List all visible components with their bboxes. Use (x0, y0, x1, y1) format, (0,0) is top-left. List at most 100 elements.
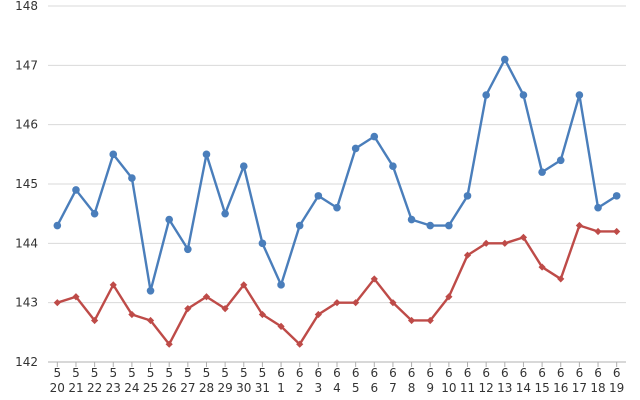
x-tick-label-day: 25 (143, 381, 158, 395)
x-tick-label-month: 6 (520, 366, 528, 380)
data-point (221, 209, 229, 218)
x-tick-label-month: 6 (296, 366, 304, 380)
data-point (72, 293, 80, 301)
data-point (90, 209, 99, 218)
x-tick-label-day: 23 (106, 381, 121, 395)
data-point (109, 150, 118, 159)
data-point (538, 263, 546, 271)
x-axis: 5205215225235245255265275285295305316162… (48, 361, 626, 395)
data-point (389, 299, 397, 307)
data-point (482, 239, 490, 247)
x-tick-label-day: 28 (199, 381, 214, 395)
data-point (53, 221, 62, 230)
data-point (557, 275, 565, 283)
data-point (277, 281, 285, 289)
series-1 (53, 55, 621, 295)
y-tick-label: 148 (15, 0, 38, 13)
x-tick-label-day: 11 (460, 381, 475, 395)
data-point (370, 275, 378, 283)
data-point (165, 340, 173, 348)
data-point (295, 221, 304, 230)
x-tick-label-month: 6 (408, 366, 416, 380)
x-tick-label-day: 14 (516, 381, 531, 395)
x-tick-label-day: 27 (180, 381, 195, 395)
x-tick-label-day: 9 (426, 381, 434, 395)
data-point (314, 192, 323, 200)
data-point (594, 203, 602, 212)
x-tick-label-day: 10 (441, 381, 456, 395)
x-tick-label-month: 6 (501, 366, 509, 380)
x-tick-label-day: 18 (590, 381, 605, 395)
data-point (556, 156, 565, 165)
series-2 (53, 221, 621, 348)
data-point (575, 91, 584, 99)
y-tick-label: 142 (15, 355, 38, 369)
y-tick-label: 144 (15, 236, 38, 250)
data-point (426, 221, 435, 230)
data-point (91, 316, 99, 325)
x-tick-label-month: 5 (128, 366, 136, 380)
data-point (202, 150, 211, 159)
x-tick-label-day: 7 (389, 381, 397, 395)
x-tick-label-day: 13 (497, 381, 512, 395)
x-tick-label-month: 5 (109, 366, 117, 380)
x-tick-label-month: 6 (445, 366, 453, 380)
data-point (146, 287, 155, 295)
data-point (612, 192, 621, 200)
x-tick-label-month: 6 (389, 366, 397, 380)
data-point (594, 227, 602, 236)
x-tick-label-month: 5 (54, 366, 62, 380)
data-point (426, 316, 434, 325)
data-point (519, 233, 528, 241)
data-point (333, 203, 341, 212)
data-point (501, 55, 509, 64)
data-point (445, 293, 453, 301)
data-point (519, 91, 528, 99)
x-tick-label-day: 22 (87, 381, 102, 395)
data-point (109, 281, 117, 289)
data-point (463, 251, 472, 259)
x-tick-label-month: 5 (91, 366, 99, 380)
x-tick-label-month: 5 (240, 366, 248, 380)
data-point (240, 281, 248, 289)
y-tick-label: 143 (15, 296, 38, 310)
x-tick-label-day: 15 (534, 381, 549, 395)
data-point (351, 144, 360, 153)
x-tick-label-month: 5 (259, 366, 267, 380)
x-tick-label-day: 24 (124, 381, 139, 395)
data-point (184, 305, 192, 313)
x-tick-label-month: 6 (277, 366, 285, 380)
data-point (184, 245, 192, 254)
data-point (221, 305, 229, 313)
data-point (389, 162, 397, 170)
x-tick-label-day: 20 (50, 381, 65, 395)
data-point (501, 239, 509, 247)
x-tick-label-day: 12 (479, 381, 494, 395)
series-layer (53, 55, 621, 348)
x-tick-label-day: 30 (236, 381, 251, 395)
data-point (463, 192, 472, 200)
x-tick-label-month: 6 (315, 366, 323, 380)
data-point (407, 316, 416, 325)
data-point (72, 186, 80, 194)
x-tick-label-month: 6 (464, 366, 472, 380)
x-tick-label-month: 6 (352, 366, 360, 380)
data-point (277, 322, 285, 330)
data-point (128, 310, 136, 319)
series-line (56, 58, 618, 292)
x-tick-label-month: 6 (576, 366, 584, 380)
x-tick-label-day: 3 (315, 381, 323, 395)
data-point (314, 310, 322, 319)
x-tick-label-month: 6 (333, 366, 341, 380)
x-tick-label-month: 5 (147, 366, 155, 380)
y-tick-label: 147 (15, 58, 38, 72)
data-point (613, 227, 621, 236)
y-axis-ticks: 142 143 144 145 146 147 148 (15, 0, 38, 369)
x-tick-label-month: 5 (203, 366, 211, 380)
x-tick-label-month: 6 (613, 366, 621, 380)
data-point (352, 299, 360, 307)
data-point (482, 91, 490, 99)
x-tick-label-month: 6 (482, 366, 490, 380)
x-tick-label-day: 1 (277, 381, 285, 395)
x-tick-label-day: 19 (609, 381, 624, 395)
